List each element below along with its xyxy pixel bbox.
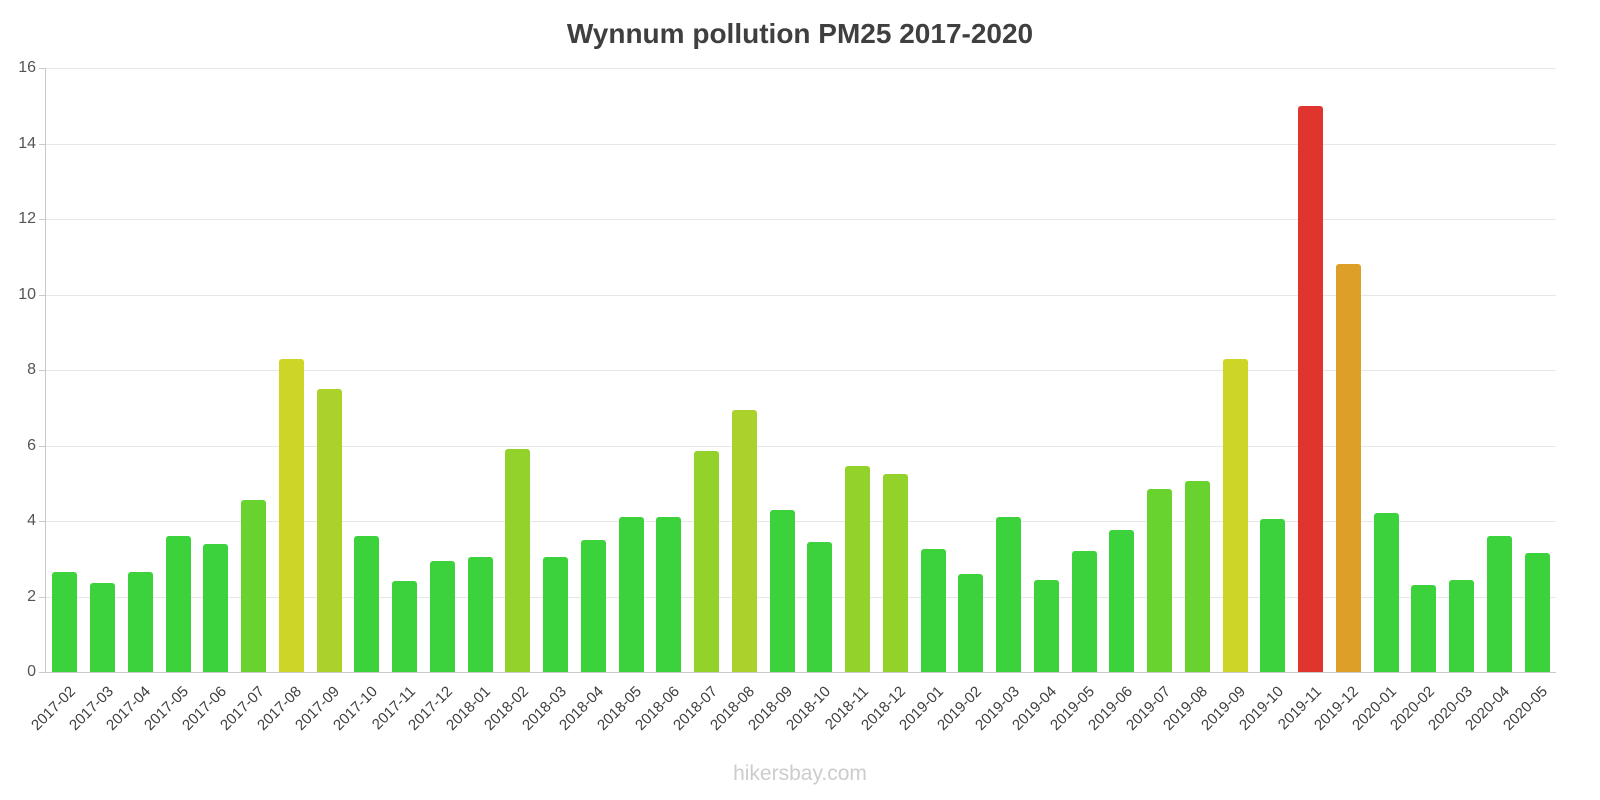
chart-title: Wynnum pollution PM25 2017-2020 xyxy=(566,18,1034,49)
bar-2017-09[interactable] xyxy=(316,388,342,672)
plot-area xyxy=(39,68,1556,673)
bar-2018-04[interactable] xyxy=(580,539,606,672)
bar-2018-09[interactable] xyxy=(769,509,795,672)
bar-2018-11[interactable] xyxy=(845,466,871,672)
bar-2018-03[interactable] xyxy=(543,556,569,672)
y-tick-mark xyxy=(39,219,46,220)
y-axis-label: 0 xyxy=(27,663,36,680)
bar-2020-05[interactable] xyxy=(1524,553,1550,672)
bar-2019-02[interactable] xyxy=(958,573,984,672)
bar-2018-10[interactable] xyxy=(807,541,833,672)
bar-2019-03[interactable] xyxy=(996,517,1022,672)
bar-2019-11[interactable] xyxy=(1298,105,1324,672)
gridline xyxy=(46,370,1556,371)
bar-2019-06[interactable] xyxy=(1109,530,1135,672)
bar-2020-02[interactable] xyxy=(1411,585,1437,672)
y-tick-mark xyxy=(39,445,46,447)
gridline xyxy=(46,143,1556,145)
gridline xyxy=(46,445,1556,447)
gridline xyxy=(46,521,1556,522)
bar-2017-04[interactable] xyxy=(127,571,153,672)
y-axis-label: 16 xyxy=(18,59,36,76)
bar-2017-08[interactable] xyxy=(278,358,304,672)
gridline xyxy=(46,596,1556,598)
bar-2018-01[interactable] xyxy=(467,556,493,672)
bar-2020-03[interactable] xyxy=(1449,579,1475,672)
bar-2019-10[interactable] xyxy=(1260,519,1286,672)
bar-2020-04[interactable] xyxy=(1486,536,1512,672)
y-axis-label: 4 xyxy=(27,512,36,529)
bar-2019-04[interactable] xyxy=(1033,579,1059,672)
bar-2018-06[interactable] xyxy=(656,517,682,672)
y-tick-mark xyxy=(39,143,46,145)
bar-2019-09[interactable] xyxy=(1222,358,1248,672)
bar-2017-05[interactable] xyxy=(165,536,191,672)
bar-2018-05[interactable] xyxy=(618,517,644,672)
bar-2017-12[interactable] xyxy=(429,560,455,672)
y-tick-mark xyxy=(39,370,46,371)
bar-2019-01[interactable] xyxy=(920,549,946,672)
y-axis: 0 2 4 6 8 10 12 14 16 xyxy=(0,59,36,680)
y-axis-label: 14 xyxy=(18,134,36,152)
y-axis-label: 12 xyxy=(18,210,36,227)
watermark: hikersbay.com xyxy=(733,762,867,785)
y-axis-label: 10 xyxy=(18,285,36,303)
gridline xyxy=(46,294,1556,296)
bar-2017-10[interactable] xyxy=(354,536,380,672)
y-axis-label: 8 xyxy=(27,361,36,378)
y-axis-label: 6 xyxy=(27,436,36,454)
bar-2019-05[interactable] xyxy=(1071,551,1097,672)
bar-2018-07[interactable] xyxy=(694,451,720,672)
bar-2018-08[interactable] xyxy=(731,409,757,672)
y-axis-label: 2 xyxy=(27,587,36,605)
y-tick-mark xyxy=(39,294,46,296)
bar-2017-03[interactable] xyxy=(90,583,116,672)
y-tick-mark xyxy=(39,68,46,69)
bar-2017-07[interactable] xyxy=(241,500,267,672)
bar-2020-01[interactable] xyxy=(1373,513,1399,672)
gridline xyxy=(46,219,1556,220)
bar-2019-08[interactable] xyxy=(1184,481,1210,672)
bar-2017-02[interactable] xyxy=(52,571,78,672)
y-tick-mark xyxy=(39,672,46,673)
bar-2017-11[interactable] xyxy=(392,581,418,672)
bar-2018-02[interactable] xyxy=(505,449,531,672)
bar-2019-12[interactable] xyxy=(1335,264,1361,672)
x-axis-labels: 2017-02 2017-03 2017-04 2017-05 2017-06 2017-… xyxy=(28,673,1555,773)
y-tick-mark xyxy=(39,521,46,522)
bar-2018-12[interactable] xyxy=(882,473,908,672)
y-tick-mark xyxy=(39,596,46,598)
gridline xyxy=(46,68,1556,69)
bar-2017-06[interactable] xyxy=(203,543,229,672)
bar-2019-07[interactable] xyxy=(1147,488,1173,672)
